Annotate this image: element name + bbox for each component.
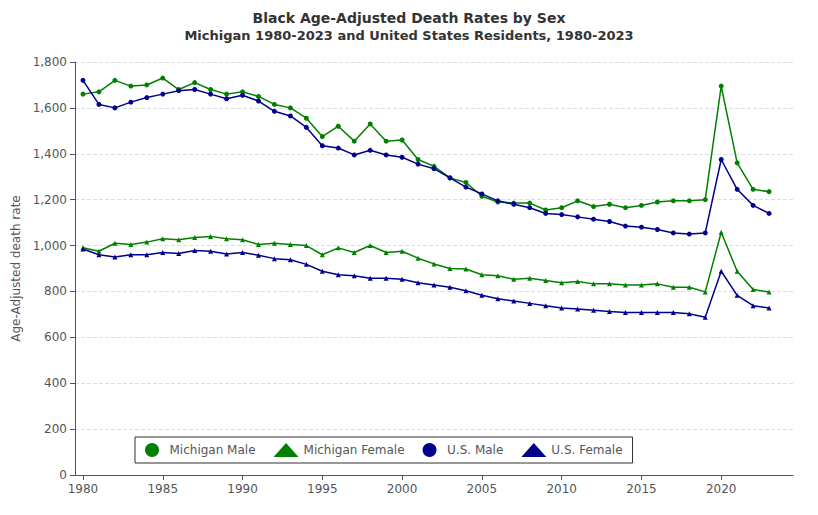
- svg-text:200: 200: [44, 422, 67, 436]
- svg-text:Black Age-Adjusted Death Rates: Black Age-Adjusted Death Rates by Sex: [253, 10, 566, 26]
- svg-text:800: 800: [44, 284, 67, 298]
- svg-text:0: 0: [59, 468, 67, 482]
- svg-text:U.S. Female: U.S. Female: [551, 443, 622, 457]
- svg-text:1990: 1990: [227, 482, 258, 496]
- svg-text:1995: 1995: [307, 482, 338, 496]
- svg-text:1985: 1985: [147, 482, 178, 496]
- svg-text:1,200: 1,200: [33, 193, 67, 207]
- svg-text:2020: 2020: [706, 482, 737, 496]
- svg-text:Michigan Male: Michigan Male: [170, 443, 256, 457]
- svg-text:1,400: 1,400: [33, 147, 67, 161]
- svg-text:U.S. Male: U.S. Male: [447, 443, 503, 457]
- svg-text:Michigan 1980-2023 and United: Michigan 1980-2023 and United States Res…: [184, 28, 633, 43]
- svg-text:1,800: 1,800: [33, 55, 67, 69]
- svg-text:2015: 2015: [626, 482, 657, 496]
- svg-text:600: 600: [44, 330, 67, 344]
- svg-text:1980: 1980: [68, 482, 99, 496]
- svg-text:Age-Adjusted death rate: Age-Adjusted death rate: [9, 195, 23, 341]
- svg-text:400: 400: [44, 376, 67, 390]
- svg-text:Michigan Female: Michigan Female: [304, 443, 405, 457]
- svg-text:2005: 2005: [467, 482, 498, 496]
- svg-text:1,600: 1,600: [33, 101, 67, 115]
- svg-text:2000: 2000: [387, 482, 418, 496]
- svg-text:1,000: 1,000: [33, 239, 67, 253]
- svg-text:2010: 2010: [546, 482, 577, 496]
